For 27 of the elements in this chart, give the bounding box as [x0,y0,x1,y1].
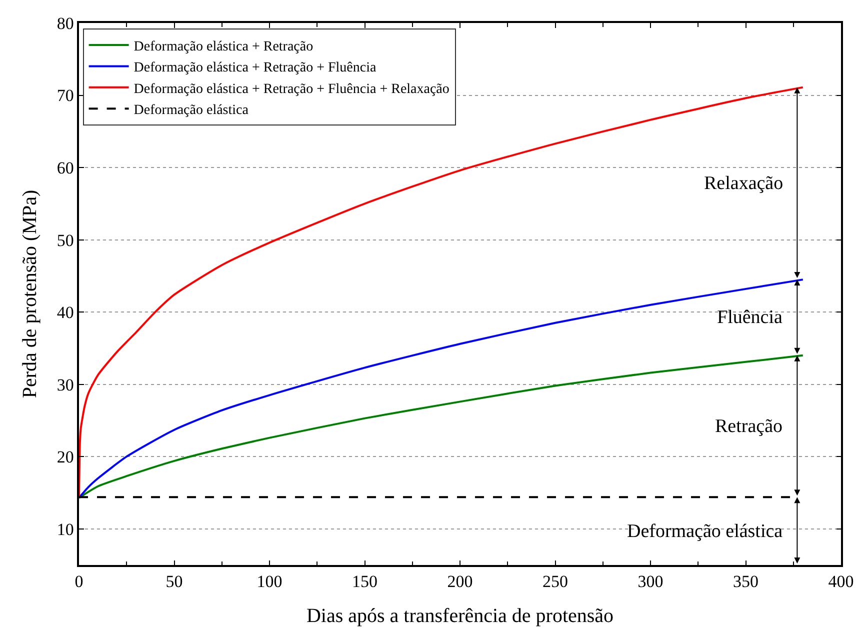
legend-label: Deformação elástica + Retração + Fluência + Relaxação [134,82,450,97]
x-tick-label: 400 [828,572,854,592]
annotation: Relaxação [704,173,784,194]
y-tick-label: 20 [56,448,74,467]
y-axis-title: Perda de protensão (MPa) [18,190,41,398]
x-tick-label: 0 [74,572,84,592]
y-tick-label: 40 [56,303,74,322]
x-tick-label: 300 [638,572,664,592]
x-tick-label: 100 [256,572,282,592]
x-tick-label: 150 [352,572,378,592]
annotation: Deformação elástica [627,521,784,542]
legend-label: Deformação elástica + Retração + Fluência [134,60,377,76]
x-axis-title: Dias após a transferência de protensão [306,605,614,628]
x-tick-label: 350 [733,572,758,592]
y-tick-label: 30 [56,375,74,394]
annotation: Retração [715,416,783,437]
legend-label: Deformação elástica [134,103,250,118]
legend-label: Deformação elástica + Retração [134,39,314,54]
y-tick-label: 10 [56,520,74,539]
x-tick-label: 250 [542,572,568,592]
y-tick-label: 60 [56,158,74,178]
y-tick-label: 80 [56,14,74,33]
x-tick-label: 200 [447,572,473,592]
annotation: Fluência [717,307,783,328]
x-tick-label: 50 [166,572,183,592]
y-tick-label: 70 [56,86,74,106]
y-tick-label: 50 [56,230,74,250]
